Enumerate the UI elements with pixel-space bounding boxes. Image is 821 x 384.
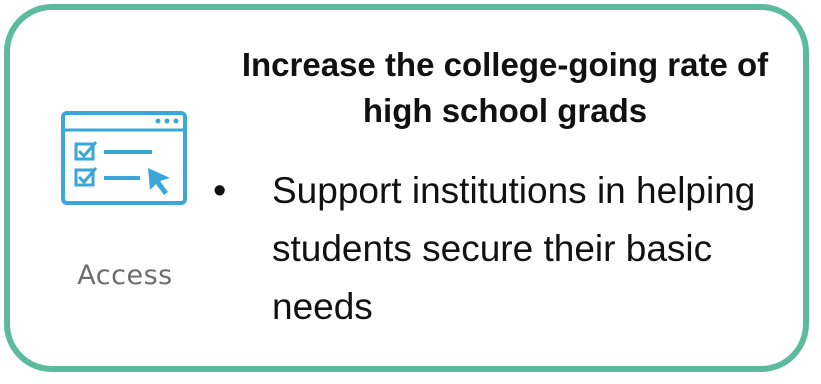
- bullet-text: Support institutions in helping students…: [272, 170, 756, 327]
- goal-card: Access Increase the college-going rate o…: [4, 4, 809, 372]
- icon-label: Access: [77, 260, 173, 291]
- goal-title: Increase the college-going rate of high …: [241, 46, 769, 129]
- bullet-icon: •: [213, 170, 227, 212]
- checklist-cursor-icon: [60, 110, 188, 206]
